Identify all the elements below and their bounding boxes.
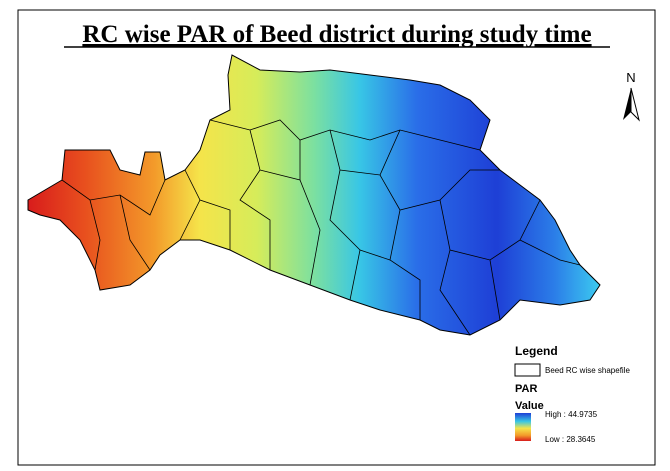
low-label: Low : 28.3645 xyxy=(545,435,596,444)
north-label: N xyxy=(626,70,635,85)
north-arrow: N xyxy=(623,70,640,122)
layer-name: PAR xyxy=(515,383,537,395)
high-label: High : 44.9735 xyxy=(545,410,598,419)
legend: Legend Beed RC wise shapefile PAR Value … xyxy=(514,344,630,444)
district-raster xyxy=(27,54,601,336)
boundary-label: Beed RC wise shapefile xyxy=(545,366,630,375)
boundary-swatch xyxy=(514,363,541,377)
map-frame xyxy=(17,9,656,466)
map-title: RC wise PAR of Beed district during stud… xyxy=(82,21,591,48)
rc-boundaries xyxy=(61,119,581,336)
color-ramp xyxy=(515,413,531,441)
field-name: Value xyxy=(515,400,544,412)
legend-title: Legend xyxy=(515,344,558,358)
